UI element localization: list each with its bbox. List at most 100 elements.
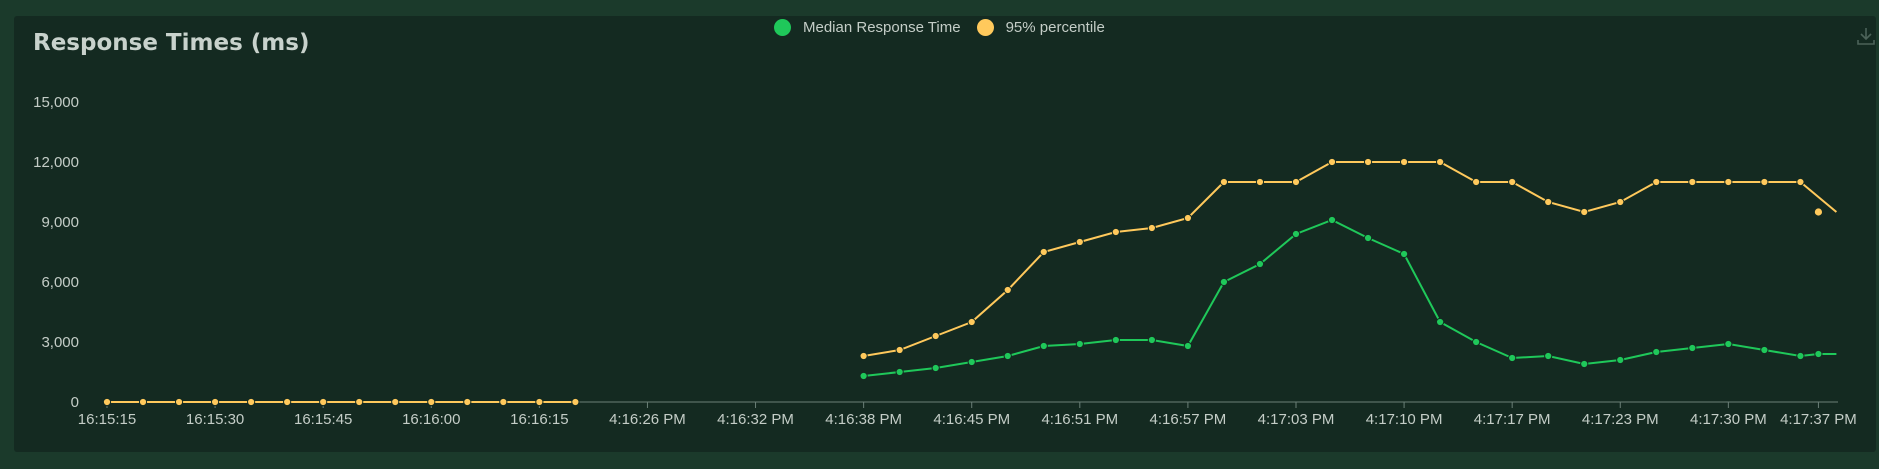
- data-point-p95: [138, 397, 148, 407]
- data-point-p95: [102, 397, 112, 407]
- data-point-p95: [427, 397, 436, 407]
- x-tick-label: 16:16:00: [402, 411, 460, 428]
- x-tick-label: 4:17:10 PM: [1366, 411, 1443, 428]
- data-point-p95: [895, 345, 904, 355]
- data-point-p95: [283, 397, 292, 407]
- data-point-p95: [967, 317, 976, 327]
- x-tick-label: 4:16:45 PM: [933, 411, 1010, 428]
- x-tick-label: 4:17:37 PM: [1780, 411, 1857, 428]
- x-tick-label: 4:17:30 PM: [1690, 411, 1767, 428]
- data-point-p95: [355, 397, 364, 407]
- data-point-p95: [1544, 197, 1553, 207]
- data-point-median: [931, 363, 940, 373]
- data-point-p95: [210, 397, 220, 407]
- data-point-p95: [1039, 247, 1048, 257]
- chart-legend: Median Response Time 95% percentile: [774, 19, 1111, 36]
- data-point-median: [1436, 317, 1445, 327]
- data-point-p95: [571, 397, 580, 407]
- data-point-median: [859, 371, 868, 381]
- data-point-median: [1327, 215, 1337, 225]
- data-point-median: [1472, 337, 1481, 347]
- data-point-median: [1003, 351, 1012, 361]
- data-point-p95: [1363, 157, 1373, 167]
- x-tick-label: 4:17:17 PM: [1474, 411, 1551, 428]
- y-tick-label: 3,000: [41, 334, 79, 351]
- x-tick-label: 4:16:26 PM: [609, 411, 686, 428]
- data-point-p95: [174, 397, 184, 407]
- data-point-p95: [247, 397, 256, 407]
- data-point-p95: [1652, 177, 1661, 187]
- data-point-median: [1363, 233, 1373, 243]
- data-point-median: [1399, 249, 1409, 259]
- data-point-p95: [1508, 177, 1517, 187]
- data-point-p95: [1814, 208, 1823, 216]
- data-point-median: [1724, 339, 1733, 349]
- data-point-median: [1652, 347, 1661, 357]
- data-point-p95: [1472, 177, 1481, 187]
- data-point-p95: [319, 397, 328, 407]
- x-tick-label: 16:16:15: [510, 411, 568, 428]
- data-point-p95: [391, 397, 400, 407]
- data-point-median: [1219, 277, 1229, 287]
- x-tick-label: 4:16:32 PM: [717, 411, 794, 428]
- x-tick-label: 4:16:38 PM: [825, 411, 902, 428]
- data-point-p95: [1183, 213, 1193, 223]
- x-tick-label: 4:17:03 PM: [1258, 411, 1335, 428]
- data-point-p95: [931, 331, 940, 341]
- legend-item-median[interactable]: Median Response Time: [774, 19, 961, 36]
- legend-label-p95: 95% percentile: [1005, 19, 1105, 36]
- data-point-median: [1039, 341, 1048, 351]
- data-point-p95: [1616, 197, 1625, 207]
- y-tick-label: 15,000: [33, 94, 79, 111]
- x-tick-label: 16:15:30: [186, 411, 244, 428]
- data-point-p95: [859, 351, 868, 361]
- data-point-median: [1291, 229, 1301, 239]
- y-tick-label: 0: [71, 394, 79, 411]
- data-point-median: [1796, 351, 1805, 361]
- data-point-p95: [1399, 157, 1409, 167]
- data-point-median: [1147, 335, 1156, 345]
- data-point-p95: [1327, 157, 1337, 167]
- data-point-p95: [1580, 207, 1589, 217]
- y-tick-label: 12,000: [33, 154, 79, 171]
- data-point-median: [1111, 335, 1120, 345]
- data-point-p95: [1436, 157, 1445, 167]
- data-point-median: [967, 357, 976, 367]
- data-point-median: [1688, 343, 1697, 353]
- legend-swatch-p95: [976, 19, 994, 36]
- y-tick-label: 9,000: [41, 214, 79, 231]
- data-point-p95: [463, 397, 472, 407]
- legend-item-p95[interactable]: 95% percentile: [976, 19, 1105, 36]
- x-tick-label: 16:15:45: [294, 411, 352, 428]
- y-tick-label: 6,000: [41, 274, 79, 291]
- series-line-p95: [863, 161, 1838, 357]
- data-point-median: [895, 367, 904, 377]
- data-point-median: [1814, 349, 1823, 359]
- x-tick-label: 4:16:51 PM: [1041, 411, 1118, 428]
- data-point-median: [1075, 339, 1084, 349]
- data-point-p95: [1255, 177, 1265, 187]
- data-point-p95: [1219, 177, 1229, 187]
- download-icon[interactable]: [1855, 25, 1877, 47]
- data-point-p95: [499, 397, 508, 407]
- x-tick-label: 4:16:57 PM: [1150, 411, 1227, 428]
- data-point-median: [1580, 359, 1589, 369]
- data-point-median: [1255, 259, 1265, 269]
- x-tick-label: 16:15:15: [78, 411, 136, 428]
- data-point-p95: [1688, 177, 1697, 187]
- data-point-median: [1616, 355, 1625, 365]
- data-point-p95: [1111, 227, 1120, 237]
- data-point-p95: [535, 397, 544, 407]
- data-point-p95: [1760, 177, 1769, 187]
- data-point-p95: [1147, 223, 1156, 233]
- x-tick-label: 4:17:23 PM: [1582, 411, 1659, 428]
- legend-swatch-median: [774, 19, 791, 36]
- data-point-p95: [1724, 177, 1733, 187]
- data-point-p95: [1796, 177, 1805, 187]
- legend-label-median: Median Response Time: [803, 19, 961, 36]
- data-point-median: [1508, 353, 1517, 363]
- chart-panel: [14, 16, 1876, 452]
- data-point-median: [1760, 345, 1769, 355]
- chart-title: Response Times (ms): [33, 30, 310, 56]
